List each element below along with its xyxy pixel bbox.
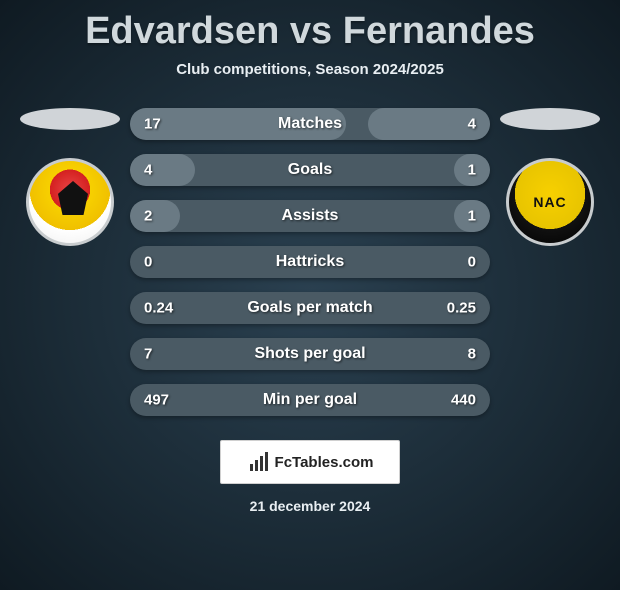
stat-row: 497 440 Min per goal <box>130 384 490 416</box>
stat-value-right: 0 <box>468 254 476 271</box>
stat-value-left: 7 <box>144 346 152 363</box>
stat-value-left: 17 <box>144 116 161 133</box>
stat-value-left: 497 <box>144 392 169 409</box>
nac-crest: NAC <box>506 158 594 246</box>
stat-label: Matches <box>278 115 342 133</box>
stat-fill-left <box>130 200 180 232</box>
stat-label: Goals per match <box>247 299 372 317</box>
stat-label: Shots per goal <box>254 345 365 363</box>
stat-fill-left <box>130 154 195 186</box>
footer-label: FcTables.com <box>275 454 374 471</box>
page-title: Edvardsen vs Fernandes <box>0 10 620 53</box>
right-player-column: NAC <box>490 108 610 246</box>
stat-value-left: 2 <box>144 208 152 225</box>
stat-row: 7 8 Shots per goal <box>130 338 490 370</box>
stat-row: 4 1 Goals <box>130 154 490 186</box>
go-ahead-eagles-crest <box>26 158 114 246</box>
stat-value-right: 8 <box>468 346 476 363</box>
player-silhouette-right <box>500 108 600 130</box>
stat-value-left: 0 <box>144 254 152 271</box>
stats-list: 17 4 Matches 4 1 Goals 2 1 Assists 0 0 Hattricks 0.2… <box>130 108 490 416</box>
stat-label: Assists <box>282 207 339 225</box>
subtitle: Club competitions, Season 2024/2025 <box>0 61 620 78</box>
fctables-badge[interactable]: FcTables.com <box>220 440 400 484</box>
chart-icon <box>247 450 271 474</box>
comparison-content: 17 4 Matches 4 1 Goals 2 1 Assists 0 0 Hattricks 0.2… <box>0 108 620 416</box>
left-player-column <box>10 108 130 246</box>
stat-value-right: 0.25 <box>447 300 476 317</box>
stat-label: Goals <box>288 161 332 179</box>
stat-value-left: 4 <box>144 162 152 179</box>
stat-label: Hattricks <box>276 253 344 271</box>
stat-row: 2 1 Assists <box>130 200 490 232</box>
stat-value-right: 1 <box>468 162 476 179</box>
stat-value-right: 1 <box>468 208 476 225</box>
stat-row: 0.24 0.25 Goals per match <box>130 292 490 324</box>
player-silhouette-left <box>20 108 120 130</box>
stat-row: 17 4 Matches <box>130 108 490 140</box>
stat-value-right: 4 <box>468 116 476 133</box>
stat-row: 0 0 Hattricks <box>130 246 490 278</box>
date-label: 21 december 2024 <box>0 498 620 514</box>
stat-label: Min per goal <box>263 391 357 409</box>
crest-right-label: NAC <box>533 194 566 210</box>
stat-value-left: 0.24 <box>144 300 173 317</box>
stat-value-right: 440 <box>451 392 476 409</box>
